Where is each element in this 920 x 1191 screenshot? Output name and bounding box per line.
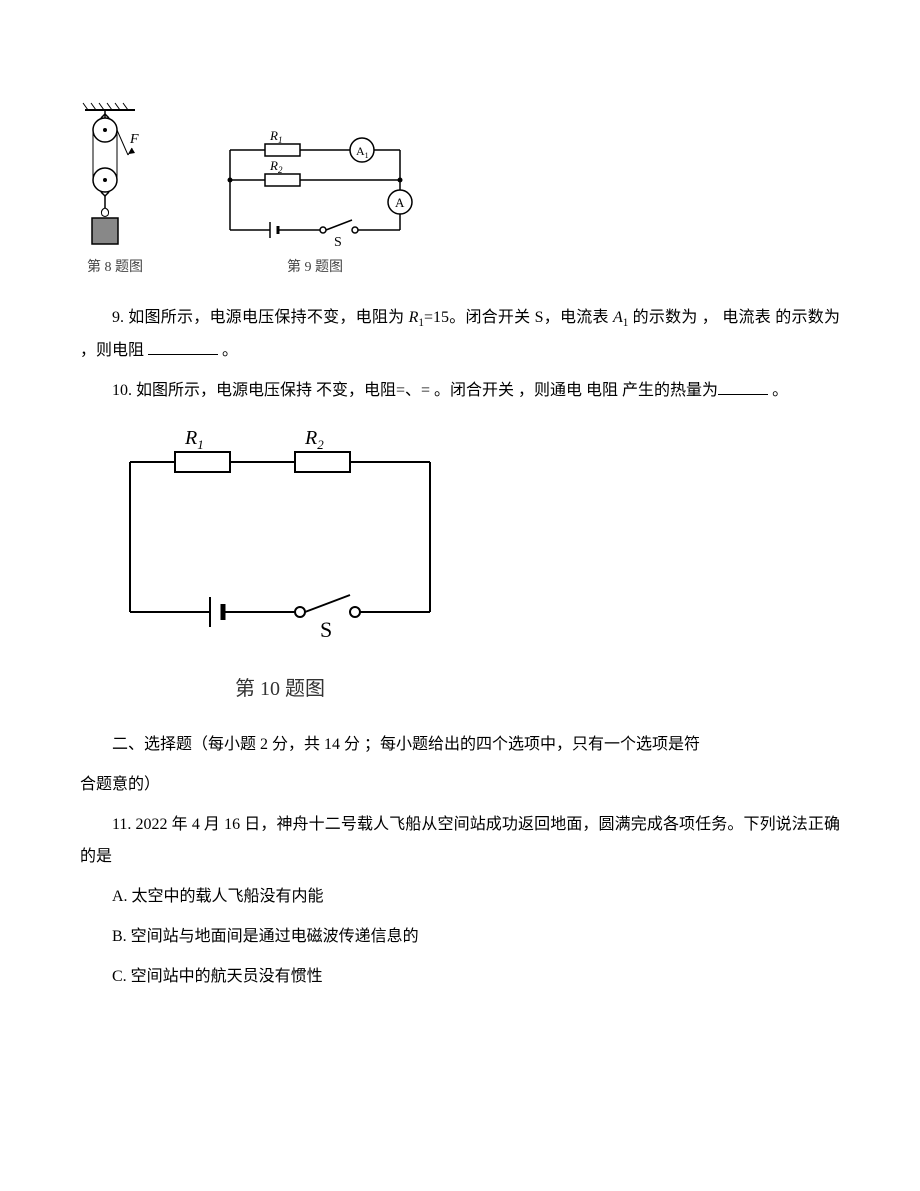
- pulley-diagram: F: [80, 100, 150, 250]
- q10-blank: [718, 379, 768, 395]
- figure-8-caption: 第 8 题图: [87, 254, 143, 282]
- r2-label: R2: [269, 158, 283, 175]
- question-10: 10. 如图所示，电源电压保持 不变，电阻=、= 。闭合开关 ，则通电 电阻 产…: [80, 375, 840, 407]
- q11-option-c: C. 空间站中的航天员没有惯性: [80, 961, 840, 993]
- q9-text-1: 9. 如图所示，电源电压保持不变，电阻为: [112, 309, 409, 326]
- question-11-stem: 11. 2022 年 4 月 16 日，神舟十二号载人飞船从空间站成功返回地面，…: [80, 809, 840, 873]
- fig10-r2: R2: [304, 427, 324, 452]
- figure-10-caption: 第 10 题图: [110, 669, 450, 709]
- figure-row-8-9: F 第 8 题图 R1 A1 R2 A: [80, 100, 840, 282]
- parallel-circuit-diagram: R1 A1 R2 A: [210, 130, 420, 250]
- fig10-switch: S: [320, 617, 332, 642]
- a1-label: A1: [356, 144, 369, 160]
- section-2-title-line2: 合题意的）: [80, 769, 840, 801]
- r1-label: R1: [269, 130, 282, 145]
- q9-blank: [148, 339, 218, 355]
- q10-text-b: 。: [768, 382, 788, 399]
- figure-8: F 第 8 题图: [80, 100, 150, 282]
- fig10-r1: R1: [184, 427, 204, 452]
- a-label: A: [395, 195, 405, 210]
- q9-R: R: [409, 309, 419, 326]
- q10-text-a: 10. 如图所示，电源电压保持 不变，电阻=、= 。闭合开关 ，则通电 电阻 产…: [112, 382, 718, 399]
- question-9: 9. 如图所示，电源电压保持不变，电阻为 R1=15。闭合开关 S，电流表 A1…: [80, 302, 840, 367]
- force-label: F: [129, 132, 139, 147]
- q11-option-b: B. 空间站与地面间是通过电磁波传递信息的: [80, 921, 840, 953]
- q9-A: A: [613, 309, 623, 326]
- figure-9: R1 A1 R2 A: [210, 130, 420, 282]
- q11-option-a: A. 太空中的载人飞船没有内能: [80, 881, 840, 913]
- figure-10: R1 R2 S 第 10 题图: [110, 422, 840, 709]
- q9-text-2: =15。闭合开关 S，电流表: [424, 309, 613, 326]
- switch-label: S: [334, 235, 342, 250]
- q9-text-4: 。: [218, 342, 238, 359]
- section-2-title-line1: 二、选择题（每小题 2 分，共 14 分 ；每小题给出的四个选项中，只有一个选项…: [80, 729, 840, 761]
- series-circuit-diagram: R1 R2 S: [110, 422, 450, 652]
- figure-9-caption: 第 9 题图: [287, 254, 343, 282]
